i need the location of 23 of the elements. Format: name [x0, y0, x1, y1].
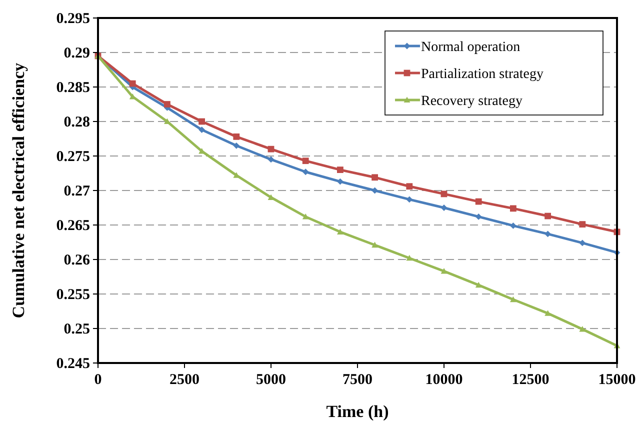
y-axis-title: Cumulative net electrical efficiency [9, 62, 28, 318]
y-tick-label: 0.28 [64, 114, 90, 130]
x-tick-label: 7500 [342, 372, 372, 388]
y-tick-label: 0.26 [64, 252, 90, 268]
legend-label: Normal operation [421, 40, 520, 55]
y-tick-label: 0.29 [64, 46, 90, 62]
legend-label: Recovery strategy [421, 94, 522, 109]
x-tick-label: 2500 [170, 372, 200, 388]
x-tick-label: 0 [94, 372, 102, 388]
y-tick-label: 0.25 [64, 322, 90, 338]
y-tick-label: 0.285 [56, 80, 90, 96]
y-tick-label: 0.255 [56, 287, 90, 303]
x-tick-label: 15000 [598, 372, 636, 388]
y-tick-label: 0.265 [56, 218, 90, 234]
x-tick-label: 12500 [512, 372, 550, 388]
y-tick-label: 0.245 [56, 356, 90, 372]
legend-label: Partialization strategy [421, 67, 544, 82]
x-tick-label: 5000 [256, 372, 286, 388]
x-tick-label: 10000 [425, 372, 463, 388]
y-tick-label: 0.275 [56, 149, 90, 165]
y-tick-label: 0.295 [56, 11, 90, 27]
x-axis-title: Time (h) [326, 402, 389, 421]
y-tick-label: 0.27 [64, 184, 90, 200]
